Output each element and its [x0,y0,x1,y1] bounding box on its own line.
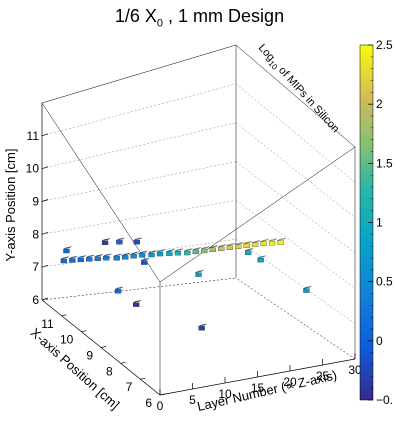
data-point [166,249,175,256]
x-tick-label: 25 [316,369,330,383]
data-point [201,246,210,254]
data-point [141,258,150,265]
data-point [260,239,269,246]
y-tick-label: 9 [86,349,93,363]
z-tick-label: 11 [27,129,40,143]
data-point [277,238,286,245]
data-point [94,254,103,261]
color-tick-label: −0. [376,393,393,407]
data-point [198,323,207,331]
chart-title: 1/6 X0 , 1 mm Design [114,6,285,30]
color-tick-label: 2 [376,97,383,111]
y-tick-label: 7 [126,380,133,394]
data-point [133,237,142,245]
data-point [103,253,112,261]
data-point [234,242,244,250]
z-tick-label: 9 [32,195,39,209]
data-point [101,238,111,245]
data-point [257,255,266,263]
color-tick-label: 1.5 [376,156,393,170]
data-point [209,245,218,253]
x-tick-label: 10 [218,387,232,401]
x-tick-label: 30 [348,363,362,377]
data-point [156,249,166,257]
y-tick-label: 11 [41,317,54,331]
data-point [69,255,78,263]
color-tick-label: 0 [376,334,383,348]
data-point [192,247,201,255]
data-point [138,250,148,258]
data-point [226,243,235,250]
color-palette: −0. 0 0.5 1 1.5 2 2.5 [359,38,393,407]
z-tick-label: 10 [26,162,40,176]
data-point [174,248,183,256]
data-point [251,240,261,247]
x-tick-label: 20 [283,375,297,389]
z-tick-label: 7 [32,260,39,274]
x-tick-label: 0 [157,399,164,413]
color-tick-label: 0.5 [376,275,393,289]
data-point [116,237,125,245]
data-point [63,246,72,254]
data-point [113,253,122,261]
data-point [218,244,227,252]
y-tick-label: 10 [60,333,74,347]
x-axis-label: Layer Number (∝ Z-axis) [196,367,339,414]
data-point [130,251,139,259]
data-point [133,300,142,307]
data-point [243,241,252,248]
x-tick-label: 15 [251,381,265,395]
z-tick-label: 8 [32,227,39,241]
color-tick-label: 2.5 [376,38,393,52]
data-point [86,254,95,262]
data-point [148,250,157,258]
data-point [60,256,69,264]
y-tick-label: 6 [145,396,152,410]
z-axis-label: Y-axis Position [cm] [3,149,18,262]
data-point [195,270,204,277]
data-point [121,252,131,260]
data-point [268,238,278,246]
data-points [60,237,312,331]
y-tick-label: 8 [106,364,113,378]
data-point [245,248,254,255]
z-tick-label: 6 [32,293,39,307]
data-point [77,255,86,263]
x-tick-label: 5 [189,393,196,407]
data-point [303,286,312,293]
color-tick-label: 1 [376,216,383,230]
color-axis-label: Log10 of MIPs in Silicon [254,42,341,137]
data-point [114,286,124,294]
data-point [184,248,193,256]
